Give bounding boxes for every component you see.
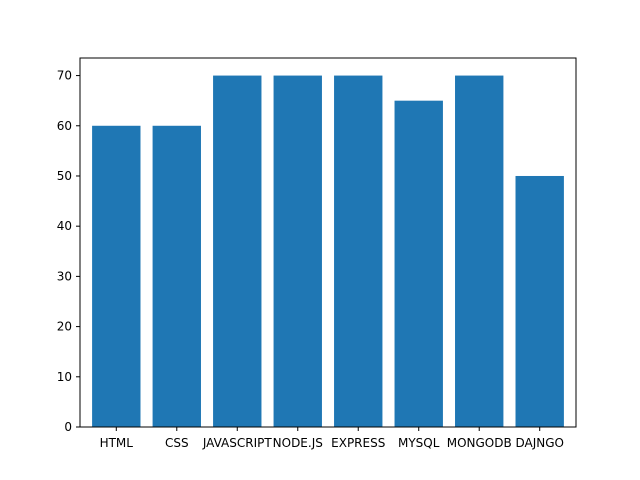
bar-css <box>152 125 201 427</box>
y-axis: 0 10 20 30 40 50 60 70 <box>57 69 80 434</box>
bar-express <box>334 75 383 428</box>
y-tick-label: 40 <box>57 219 72 233</box>
y-tick-label: 30 <box>57 269 72 283</box>
bar-dajngo <box>515 175 564 427</box>
x-tick-label: EXPRESS <box>331 436 385 450</box>
x-tick-label: JAVASCRIPT <box>202 436 273 450</box>
x-tick-label: NODE.JS <box>273 436 323 450</box>
bar-node-js <box>273 75 322 428</box>
bar-mongodb <box>455 75 504 428</box>
bar-mysql <box>394 100 443 428</box>
x-tick-label: MONGODB <box>447 436 512 450</box>
y-tick-label: 20 <box>57 320 72 334</box>
x-tick-label: HTML <box>100 436 134 450</box>
x-tick-label: DAJNGO <box>515 436 564 450</box>
bar-html <box>92 125 141 427</box>
y-tick-label: 60 <box>57 119 72 133</box>
x-tick-label: CSS <box>165 436 189 450</box>
y-tick-label: 70 <box>57 69 72 83</box>
y-tick-label: 0 <box>64 420 72 434</box>
x-tick-label: MYSQL <box>398 436 440 450</box>
x-axis: HTML CSS JAVASCRIPT NODE.JS EXPRESS MYSQL MONG… <box>100 427 564 450</box>
y-tick-label: 50 <box>57 169 72 183</box>
bars-group <box>92 75 564 428</box>
y-tick-label: 10 <box>57 370 72 384</box>
bar-javascript <box>213 75 262 428</box>
plot-frame <box>79 57 577 428</box>
